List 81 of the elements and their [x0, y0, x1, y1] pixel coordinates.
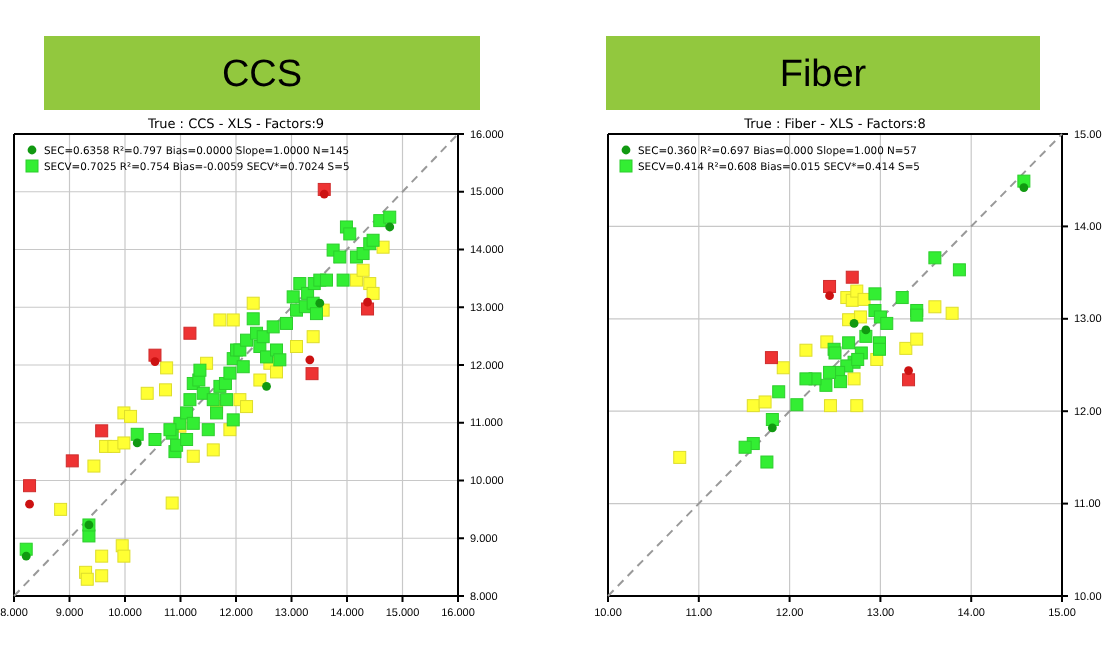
point — [226, 313, 240, 327]
point — [385, 222, 395, 232]
point — [186, 449, 200, 463]
point — [872, 342, 886, 356]
point — [183, 326, 197, 340]
point — [902, 373, 916, 387]
point — [150, 357, 160, 366]
point — [758, 395, 772, 409]
point — [904, 366, 913, 375]
point — [928, 300, 942, 314]
point — [54, 502, 68, 516]
point — [799, 372, 813, 386]
point — [853, 310, 867, 324]
point — [764, 351, 778, 365]
point — [25, 499, 34, 509]
point — [315, 298, 325, 308]
point — [825, 291, 834, 301]
point — [945, 306, 959, 320]
point — [240, 400, 254, 414]
point — [117, 436, 131, 450]
point — [160, 361, 174, 375]
point — [319, 189, 329, 199]
point — [23, 479, 37, 493]
point — [850, 399, 864, 413]
point — [799, 343, 813, 357]
point — [165, 496, 179, 510]
point — [952, 263, 966, 277]
point — [765, 413, 779, 427]
point — [132, 438, 142, 448]
point — [760, 455, 774, 469]
point — [772, 385, 786, 399]
point — [849, 319, 859, 328]
chart-title: CCS — [221, 54, 303, 96]
point — [823, 279, 837, 293]
chart-title: Fiber — [779, 54, 868, 96]
point — [289, 340, 303, 354]
point — [899, 341, 913, 355]
point — [673, 450, 687, 464]
point — [928, 251, 942, 265]
point — [270, 365, 284, 379]
point — [65, 454, 79, 468]
point — [95, 569, 109, 583]
point — [95, 549, 109, 563]
point — [356, 263, 370, 277]
point — [868, 287, 882, 301]
point — [845, 270, 859, 284]
point — [1019, 183, 1029, 192]
point — [140, 386, 154, 400]
point — [306, 330, 320, 344]
point — [776, 361, 790, 375]
point — [262, 381, 271, 391]
point — [861, 325, 871, 335]
point — [80, 572, 94, 586]
point — [363, 297, 372, 307]
point — [823, 365, 837, 379]
point — [910, 308, 924, 322]
point — [366, 286, 380, 300]
point — [895, 291, 909, 305]
point — [823, 399, 837, 413]
point — [842, 336, 856, 350]
point — [833, 375, 847, 389]
point — [767, 423, 777, 433]
point — [246, 296, 260, 310]
point — [206, 443, 220, 457]
point — [910, 332, 924, 346]
point — [305, 367, 319, 381]
point — [857, 292, 871, 306]
point — [159, 383, 173, 397]
point — [738, 440, 752, 454]
point — [253, 373, 267, 387]
point — [117, 549, 131, 563]
point — [819, 378, 833, 392]
point — [87, 459, 101, 473]
point — [95, 424, 109, 438]
point — [847, 372, 861, 386]
point — [213, 313, 227, 327]
point — [124, 409, 138, 423]
point — [790, 398, 804, 412]
point — [21, 551, 31, 561]
point — [305, 355, 315, 365]
point — [880, 316, 894, 330]
